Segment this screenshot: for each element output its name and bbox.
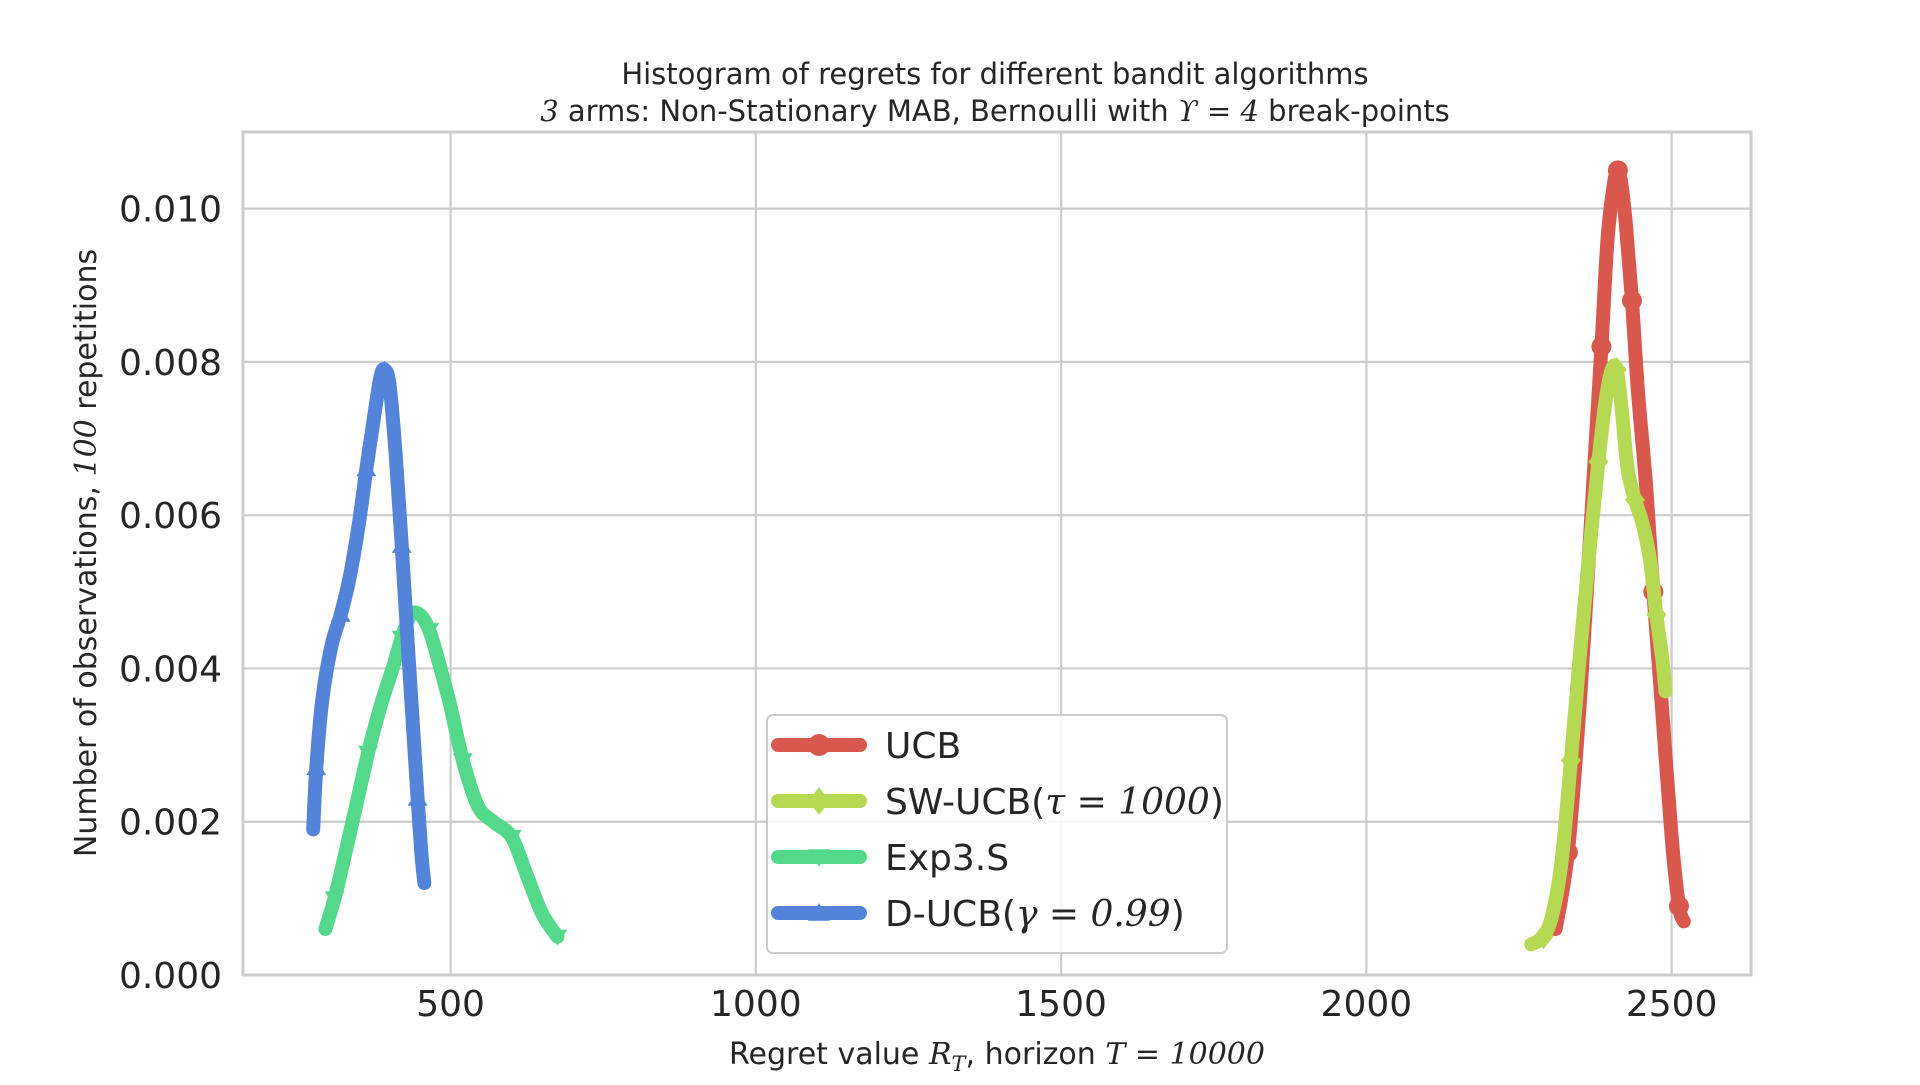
data-point — [501, 830, 522, 847]
y-tick-label: 0.008 — [119, 343, 222, 384]
series-0 — [1548, 160, 1691, 937]
series-3 — [306, 360, 432, 891]
data-point — [1646, 602, 1667, 628]
series-line — [318, 605, 565, 944]
data-point — [1621, 290, 1642, 311]
subtitle-text-1: arms: Non-Stationary MAB, Bernoulli with — [559, 94, 1178, 128]
legend-label: UCB — [885, 726, 961, 767]
legend-marker — [808, 849, 830, 867]
legend-label: Exp3.S — [885, 838, 1009, 879]
chart-title: Histogram of regrets for different bandi… — [621, 57, 1368, 91]
legend-suffix: ) — [1171, 894, 1185, 935]
legend-name: UCB — [885, 726, 961, 767]
ylabel-text-2: repetitions — [69, 249, 104, 419]
x-tick-label: 2500 — [1626, 984, 1718, 1025]
data-point — [374, 360, 395, 377]
series-line — [1548, 163, 1691, 937]
series-group — [306, 160, 1691, 952]
legend-math: τ = 1000 — [1045, 782, 1210, 823]
data-point — [1560, 747, 1581, 773]
subtitle-text-2: break-points — [1259, 94, 1450, 128]
ylabel-symbol: 100 — [69, 419, 104, 476]
data-point — [1588, 449, 1609, 475]
series-line — [1524, 358, 1673, 952]
xlabel-text-2: , horizon — [966, 1037, 1106, 1072]
subtitle-prefix: 3 — [540, 94, 558, 128]
y-tick-label: 0.006 — [119, 496, 222, 537]
legend-box — [766, 714, 1228, 954]
subtitle-symbol: ϒ = 4 — [1178, 94, 1259, 128]
data-point — [324, 891, 345, 908]
plot-frame — [241, 130, 1753, 977]
y-tick-label: 0.000 — [119, 956, 222, 997]
xlabel-subscript: T — [952, 1052, 968, 1076]
series-line — [306, 362, 432, 891]
legend-name: Exp3.S — [885, 838, 1009, 879]
data-point — [452, 753, 473, 770]
legend-marker — [808, 787, 830, 815]
xlabel-text-1: Regret value — [729, 1037, 929, 1072]
legend-entries: UCB SW-UCB(τ = 1000) Exp3.S D-UCB(γ = 0.99) — [771, 726, 1224, 935]
data-point — [1607, 160, 1628, 181]
legend-name: D-UCB( — [885, 894, 1016, 935]
x-tick-label: 500 — [416, 984, 485, 1025]
x-axis-label: Regret value RT, horizon T = 10000 — [729, 1037, 1265, 1076]
legend-math: γ = 0.99 — [1016, 894, 1171, 935]
data-point — [330, 605, 351, 622]
y-tick-labels: 0.000 0.002 0.004 0.006 0.008 0.010 — [119, 190, 222, 997]
data-point — [306, 759, 327, 776]
legend-name: SW-UCB( — [885, 782, 1045, 823]
legend-label: D-UCB(γ = 0.99) — [885, 894, 1185, 935]
data-point — [1533, 924, 1554, 950]
data-point — [1625, 487, 1645, 513]
data-point — [1668, 896, 1689, 917]
xlabel-symbol-2: T = 10000 — [1105, 1037, 1265, 1072]
data-point — [407, 789, 428, 806]
y-tick-label: 0.002 — [119, 803, 222, 844]
data-point — [1606, 357, 1627, 383]
y-tick-label: 0.010 — [119, 190, 222, 231]
legend-marker — [808, 903, 830, 921]
data-point — [419, 623, 440, 640]
x-tick-labels: 500 1000 1500 2000 2500 — [416, 984, 1717, 1025]
chart-subtitle: 3 arms: Non-Stationary MAB, Bernoulli wi… — [540, 94, 1450, 128]
y-axis-label: Number of observations, 100 repetitions — [69, 249, 104, 857]
data-point — [356, 460, 377, 477]
y-tick-label: 0.004 — [119, 649, 222, 690]
series-1 — [1524, 357, 1673, 952]
xlabel-symbol-1: R — [928, 1037, 952, 1072]
series-2 — [318, 605, 568, 946]
data-point — [358, 745, 379, 762]
legend: UCB SW-UCB(τ = 1000) Exp3.S D-UCB(γ = 0.99) — [766, 714, 1228, 954]
data-point — [1591, 336, 1612, 357]
data-point — [391, 536, 412, 553]
legend-marker — [808, 734, 830, 756]
x-tick-label: 1500 — [1015, 984, 1107, 1025]
x-tick-label: 2000 — [1321, 984, 1413, 1025]
ylabel-text-1: Number of observations, — [69, 477, 104, 858]
legend-suffix: ) — [1210, 782, 1224, 823]
x-tick-label: 1000 — [710, 984, 802, 1025]
data-point — [547, 929, 568, 946]
legend-label: SW-UCB(τ = 1000) — [885, 782, 1224, 823]
